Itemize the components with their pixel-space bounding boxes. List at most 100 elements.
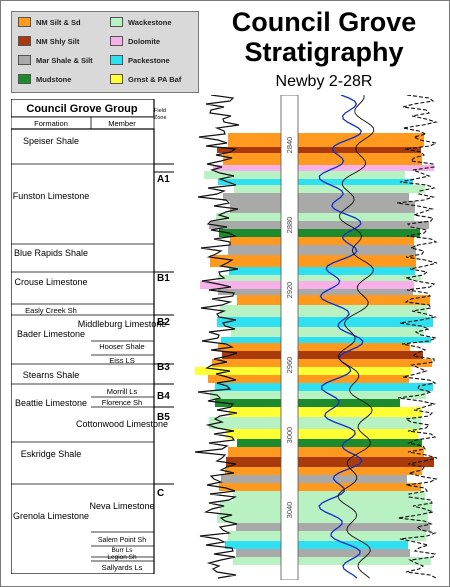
depth-label: 2840	[285, 137, 294, 154]
lithology-band-right	[298, 337, 431, 343]
lithology-band-right	[298, 213, 414, 221]
lithology-band-left	[218, 179, 283, 185]
lithology-band-right	[298, 375, 409, 383]
legend-label: Mudstone	[36, 74, 72, 84]
lithology-band-left	[213, 165, 283, 171]
lithology-band-right	[298, 327, 424, 337]
legend-item: Packestone	[110, 55, 170, 65]
lithology-band-right	[298, 275, 421, 281]
figure-title-line1: Council Grove	[231, 7, 417, 37]
zone-column-header-line2: Zone	[154, 115, 167, 121]
lithology-band-left	[229, 267, 283, 275]
lithology-band-right	[298, 523, 430, 531]
member-hooser: Hooser Shale	[99, 342, 144, 351]
zone-b2: B2	[157, 317, 170, 328]
lithology-band-left	[218, 275, 283, 281]
member-morrill: Morrill Ls	[107, 387, 138, 396]
lithology-band-left	[233, 557, 283, 565]
lithology-band-right	[298, 491, 425, 501]
lithology-band-right	[298, 467, 422, 475]
formation-blue-rapids: Blue Rapids Shale	[14, 248, 88, 258]
lithology-band-right	[298, 317, 433, 327]
lithology-band-left	[228, 133, 283, 147]
lithology-band-left	[228, 447, 283, 457]
lithology-band-left	[230, 201, 283, 213]
member-cottonwood: Cottonwood Limestone	[76, 419, 168, 429]
lithology-band-left	[215, 383, 283, 391]
legend-item: Mar Shale & Silt	[18, 55, 93, 65]
lithology-band-right	[298, 399, 400, 407]
lithology-band-right	[298, 457, 434, 467]
lithology-band-right	[298, 351, 423, 359]
legend-label: Wackestone	[128, 17, 172, 27]
legend-item: Wackestone	[110, 17, 172, 27]
formation-speiser: Speiser Shale	[23, 136, 79, 146]
formation-bader: Bader Limestone	[17, 329, 85, 339]
zone-a1: A1	[157, 174, 170, 185]
formation-crouse: Crouse Limestone	[14, 277, 87, 287]
lithology-band-right	[298, 513, 428, 523]
lithology-band-right	[298, 281, 414, 289]
table-header: Council Grove Group	[26, 103, 138, 115]
zone-column-header-line1: Field	[154, 108, 166, 114]
lithology-band-right	[298, 343, 410, 351]
legend-item: Grnst & PA Baf	[110, 74, 181, 84]
lithology-band-right	[298, 237, 414, 245]
lithology-band-left	[228, 531, 283, 541]
formation-stearns: Stearns Shale	[23, 370, 80, 380]
lithology-band-left	[234, 185, 283, 193]
lithology-band-left	[219, 483, 283, 491]
lithology-band-right	[298, 359, 432, 367]
lithology-band-right	[298, 255, 416, 267]
lithology-band-left	[231, 327, 283, 337]
depth-label: 2920	[285, 282, 294, 299]
depth-label: 2960	[285, 357, 294, 374]
lithology-band-left	[222, 351, 283, 359]
legend-swatch	[110, 36, 123, 46]
lithology-band-right	[298, 549, 410, 557]
zone-b4: B4	[157, 391, 170, 402]
lithology-band-left	[230, 237, 283, 245]
legend-label: Grnst & PA Baf	[128, 74, 182, 84]
member-neva: Neva Limestone	[89, 501, 154, 511]
figure-title-line2: Stratigraphy	[244, 37, 404, 67]
formation-beattie: Beattie Limestone	[15, 398, 87, 408]
member-florence: Florence Sh	[102, 398, 142, 407]
lithology-band-left	[229, 407, 283, 417]
lithology-band-left	[218, 289, 283, 295]
lithology-band-left	[236, 549, 283, 557]
lithology-band-right	[298, 483, 421, 491]
depth-label: 3040	[285, 502, 294, 519]
lithology-band-left	[237, 439, 283, 447]
lithology-band-left	[223, 153, 283, 165]
lithology-band-left	[236, 523, 283, 531]
lithology-band-left	[215, 399, 283, 407]
lithology-band-right	[298, 147, 421, 153]
lithology-band-left	[225, 467, 283, 475]
lithology-band-right	[298, 165, 434, 171]
lithology-band-right	[298, 221, 429, 229]
lithology-band-right	[298, 407, 422, 417]
lithology-band-left	[221, 475, 283, 483]
legend-item: NM Shly Silt	[18, 36, 79, 46]
lithology-band-left	[219, 229, 283, 237]
member-legion: Legion Sh	[107, 554, 137, 561]
depth-label: 3000	[285, 427, 294, 444]
log-curve	[337, 94, 375, 579]
zone-b1: B1	[157, 273, 170, 284]
formation-column-header: Formation	[34, 119, 68, 128]
member-middleburg: Middleburg Limestone	[78, 319, 167, 329]
legend-label: Packestone	[128, 55, 170, 65]
lithology-band-right	[298, 153, 422, 165]
formation-funston: Funston Limestone	[13, 191, 90, 201]
lithology-band-right	[298, 383, 433, 391]
lithology-band-right	[298, 179, 413, 185]
lithology-band-right	[298, 557, 431, 565]
lithology-band-left	[209, 221, 283, 229]
well-name: Newby 2-28R	[275, 73, 373, 90]
zone-c: C	[157, 488, 164, 499]
lithology-band-left	[217, 317, 283, 327]
lithology-band-left	[195, 367, 283, 375]
lithology-band-left	[223, 193, 283, 201]
lithology-band-right	[298, 391, 426, 399]
